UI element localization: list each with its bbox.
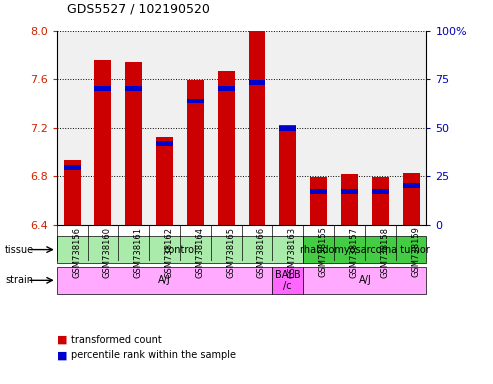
Bar <box>272 267 303 294</box>
Bar <box>372 189 388 194</box>
Text: transformed count: transformed count <box>71 335 162 345</box>
Bar <box>156 137 173 225</box>
Text: GSM738157: GSM738157 <box>350 227 358 278</box>
Text: GDS5527 / 102190520: GDS5527 / 102190520 <box>67 2 210 15</box>
Bar <box>187 99 204 103</box>
Bar <box>187 80 204 225</box>
Bar <box>280 125 296 225</box>
Text: BALB
/c: BALB /c <box>275 270 301 291</box>
Bar <box>341 174 358 225</box>
Bar <box>156 141 173 146</box>
Text: GSM738155: GSM738155 <box>318 227 328 277</box>
Bar <box>403 172 420 225</box>
Bar <box>125 86 142 91</box>
Text: GSM738164: GSM738164 <box>195 227 205 278</box>
Bar <box>303 267 426 294</box>
Bar <box>248 31 265 225</box>
Text: GSM738163: GSM738163 <box>288 227 297 278</box>
Text: GSM738161: GSM738161 <box>134 227 143 278</box>
Text: A/J: A/J <box>358 275 371 285</box>
Bar <box>95 60 111 225</box>
Text: GSM738166: GSM738166 <box>257 227 266 278</box>
Bar <box>310 177 327 225</box>
Text: GSM738158: GSM738158 <box>380 227 389 278</box>
Bar <box>403 184 420 188</box>
Text: strain: strain <box>5 275 33 285</box>
Bar <box>64 161 80 225</box>
Text: ■: ■ <box>57 350 67 360</box>
Text: GSM738162: GSM738162 <box>165 227 174 278</box>
Text: ■: ■ <box>57 335 67 345</box>
Bar <box>218 71 235 225</box>
Bar <box>218 86 235 91</box>
Bar <box>64 165 80 170</box>
Text: GSM738159: GSM738159 <box>411 227 420 277</box>
Text: GSM738165: GSM738165 <box>226 227 235 278</box>
Bar <box>341 189 358 194</box>
Bar <box>125 62 142 225</box>
Bar <box>248 80 265 85</box>
Bar <box>372 177 388 225</box>
Text: A/J: A/J <box>158 275 171 285</box>
Text: control: control <box>163 245 197 255</box>
Bar <box>303 236 426 263</box>
Text: percentile rank within the sample: percentile rank within the sample <box>71 350 237 360</box>
Bar <box>310 189 327 194</box>
Text: GSM738160: GSM738160 <box>103 227 112 278</box>
Bar <box>95 86 111 91</box>
Bar <box>280 126 296 131</box>
Text: rhabdomyosarcoma tumor: rhabdomyosarcoma tumor <box>300 245 430 255</box>
Text: GSM738156: GSM738156 <box>72 227 81 278</box>
Bar <box>57 236 303 263</box>
Bar <box>57 267 272 294</box>
Text: tissue: tissue <box>5 245 34 255</box>
